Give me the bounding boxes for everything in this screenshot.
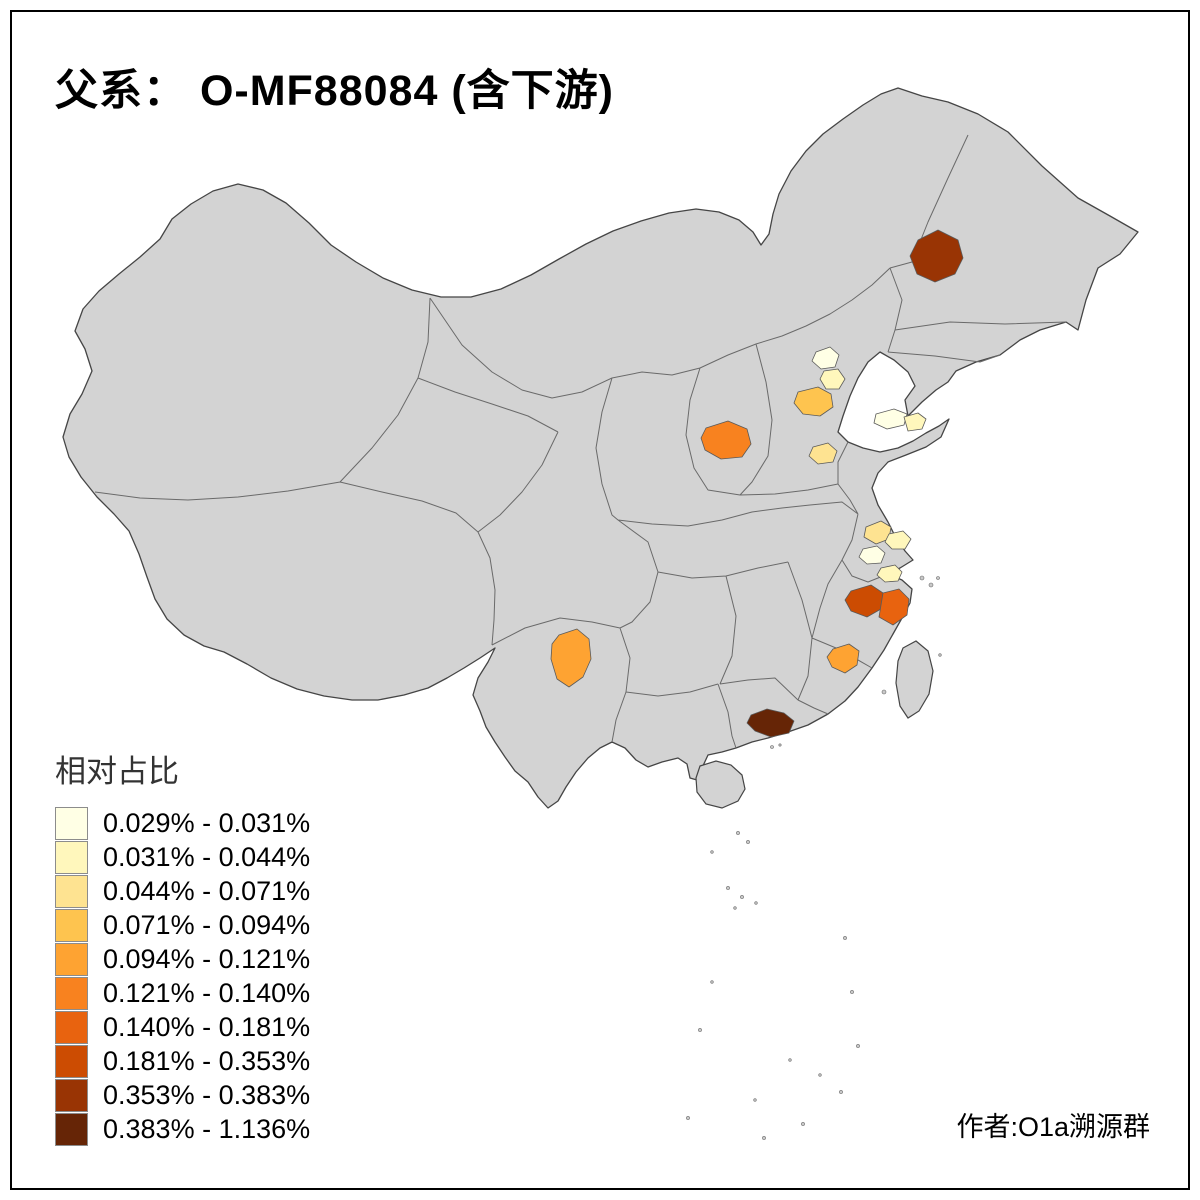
region-zhejiang-east	[878, 588, 910, 626]
legend-item-label: 0.031% - 0.044%	[103, 842, 311, 872]
legend-item: 0.121% - 0.140%	[55, 977, 310, 1010]
page-title: 父系： O-MF88084 (含下游)	[55, 67, 614, 115]
legend-item: 0.031% - 0.044%	[55, 841, 310, 874]
region-jiangsu-b	[884, 530, 912, 550]
legend-swatch	[55, 1079, 88, 1112]
legend-swatch	[55, 1045, 88, 1078]
legend-swatch	[55, 977, 88, 1010]
china-mainland	[62, 87, 1139, 809]
region-jiangsu-d	[876, 564, 903, 583]
region-hebei-central	[793, 386, 834, 417]
legend-item: 0.029% - 0.031%	[55, 807, 310, 840]
legend-item-label: 0.121% - 0.140%	[103, 978, 311, 1008]
region-northeast	[909, 229, 964, 283]
legend-swatch	[55, 943, 88, 976]
legend-swatch	[55, 1011, 88, 1044]
legend-item-label: 0.044% - 0.071%	[103, 876, 311, 906]
region-guangdong	[746, 708, 795, 738]
legend-item-label: 0.029% - 0.031%	[103, 808, 311, 838]
legend-item-label: 0.181% - 0.353%	[103, 1046, 311, 1076]
small-islands	[686, 575, 942, 1140]
region-beijing-a	[811, 346, 840, 370]
taiwan-island	[895, 640, 934, 719]
region-jiangsu-c	[858, 545, 886, 565]
choropleth-regions	[550, 229, 964, 738]
legend-swatch	[55, 807, 88, 840]
region-hebei-south	[808, 442, 838, 465]
legend-title: 相对占比	[55, 754, 179, 789]
legend-item: 0.044% - 0.071%	[55, 875, 310, 908]
legend-item: 0.353% - 0.383%	[55, 1079, 310, 1112]
region-beijing-b	[819, 368, 846, 390]
legend-item: 0.383% - 1.136%	[55, 1113, 310, 1146]
legend-item-label: 0.094% - 0.121%	[103, 944, 311, 974]
region-shandong-b	[903, 412, 927, 432]
region-shandong-a	[873, 408, 908, 430]
hainan-island	[695, 760, 746, 809]
legend-swatch	[55, 1113, 88, 1146]
legend-item: 0.071% - 0.094%	[55, 909, 310, 942]
legend-item-label: 0.383% - 1.136%	[103, 1114, 311, 1144]
legend-item-label: 0.071% - 0.094%	[103, 910, 311, 940]
legend-item: 0.140% - 0.181%	[55, 1011, 310, 1044]
legend: 相对占比 0.029% - 0.031% 0.031% - 0.044% 0.044…	[55, 746, 310, 1147]
legend-items: 0.029% - 0.031% 0.031% - 0.044% 0.044% - 0…	[55, 807, 310, 1146]
region-zhejiang-west	[844, 584, 884, 618]
region-shanxi	[700, 420, 752, 460]
legend-item: 0.094% - 0.121%	[55, 943, 310, 976]
legend-item-label: 0.140% - 0.181%	[103, 1012, 311, 1042]
legend-swatch	[55, 841, 88, 874]
legend-item-label: 0.353% - 0.383%	[103, 1080, 311, 1110]
legend-swatch	[55, 909, 88, 942]
region-fujian	[826, 643, 860, 674]
attribution-text: 作者:O1a溯源群	[956, 1112, 1150, 1142]
legend-swatch	[55, 875, 88, 908]
legend-item: 0.181% - 0.353%	[55, 1045, 310, 1078]
province-borders	[94, 134, 1067, 749]
region-yunnan	[550, 628, 592, 688]
